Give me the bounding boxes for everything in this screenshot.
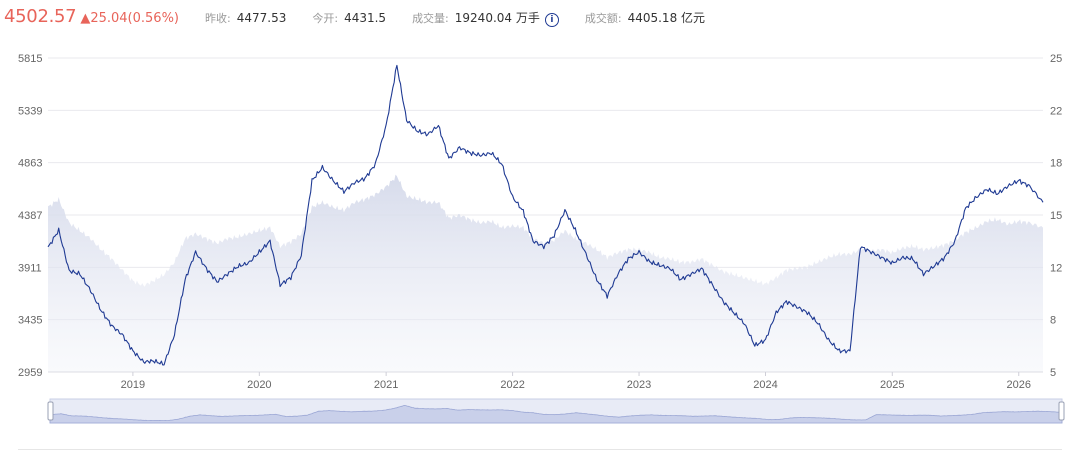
open-value: 4431.5 [344,11,387,25]
right-tick-label: 8 [1050,315,1056,327]
right-tick-label: 18 [1050,158,1062,170]
right-tick-label: 5 [1050,367,1056,379]
x-tick-label: 2026 [1007,379,1031,391]
right-tick-label: 12 [1050,262,1062,274]
price-change: ▲25.04(0.56%) [80,11,179,26]
right-tick-label: 22 [1050,105,1062,117]
prev-close-label: 昨收: [205,12,231,25]
x-axis: 2019 2020 2021 2022 2023 2024 2025 2026 [48,371,1043,391]
right-tick-label: 15 [1050,210,1062,222]
left-tick-label: 5339 [18,105,42,117]
turnover-label: 成交额: [584,12,622,25]
range-navigator[interactable] [47,398,1065,424]
bottom-divider [18,449,1062,450]
navigator-left-handle[interactable] [47,401,54,421]
left-y-axis: 2959 3435 3911 4387 4863 5339 5815 [18,53,42,379]
right-tick-label: 25 [1050,53,1062,65]
x-tick-label: 2021 [374,379,398,391]
left-tick-label: 4863 [18,158,42,170]
prev-close-value: 4477.53 [236,11,287,25]
quote-bar: 4502.57 ▲25.04(0.56%) 昨收: 4477.53 今开: 44… [0,6,705,30]
left-tick-label: 5815 [18,53,42,65]
index-line-path [47,64,1044,366]
x-tick-label: 2022 [500,379,524,391]
left-tick-label: 3911 [18,262,42,274]
navigator-right-handle[interactable] [1058,401,1065,421]
open-label: 今开: [312,12,339,25]
left-tick-label: 2959 [18,367,42,379]
volume-value: 19240.04 万手 [454,11,540,25]
x-tick-label: 2020 [247,379,271,391]
left-tick-label: 4387 [18,210,42,222]
valuation-area-path [48,174,1043,372]
valuation-area [48,174,1043,372]
x-tick-label: 2019 [121,379,145,391]
volume-label: 成交量: [412,12,449,25]
info-icon[interactable]: i [544,13,559,27]
right-y-axis: 5 8 12 15 18 22 25 [1050,53,1062,379]
x-tick-label: 2023 [627,379,651,391]
navigator-sparkline [49,404,1063,424]
x-tick-label: 2024 [753,379,777,391]
turnover-value: 4405.18 亿元 [627,11,706,25]
x-tick-label: 2025 [880,379,904,391]
last-price: 4502.57 [4,6,77,27]
left-tick-label: 3435 [18,315,42,327]
index-line [47,64,1044,366]
